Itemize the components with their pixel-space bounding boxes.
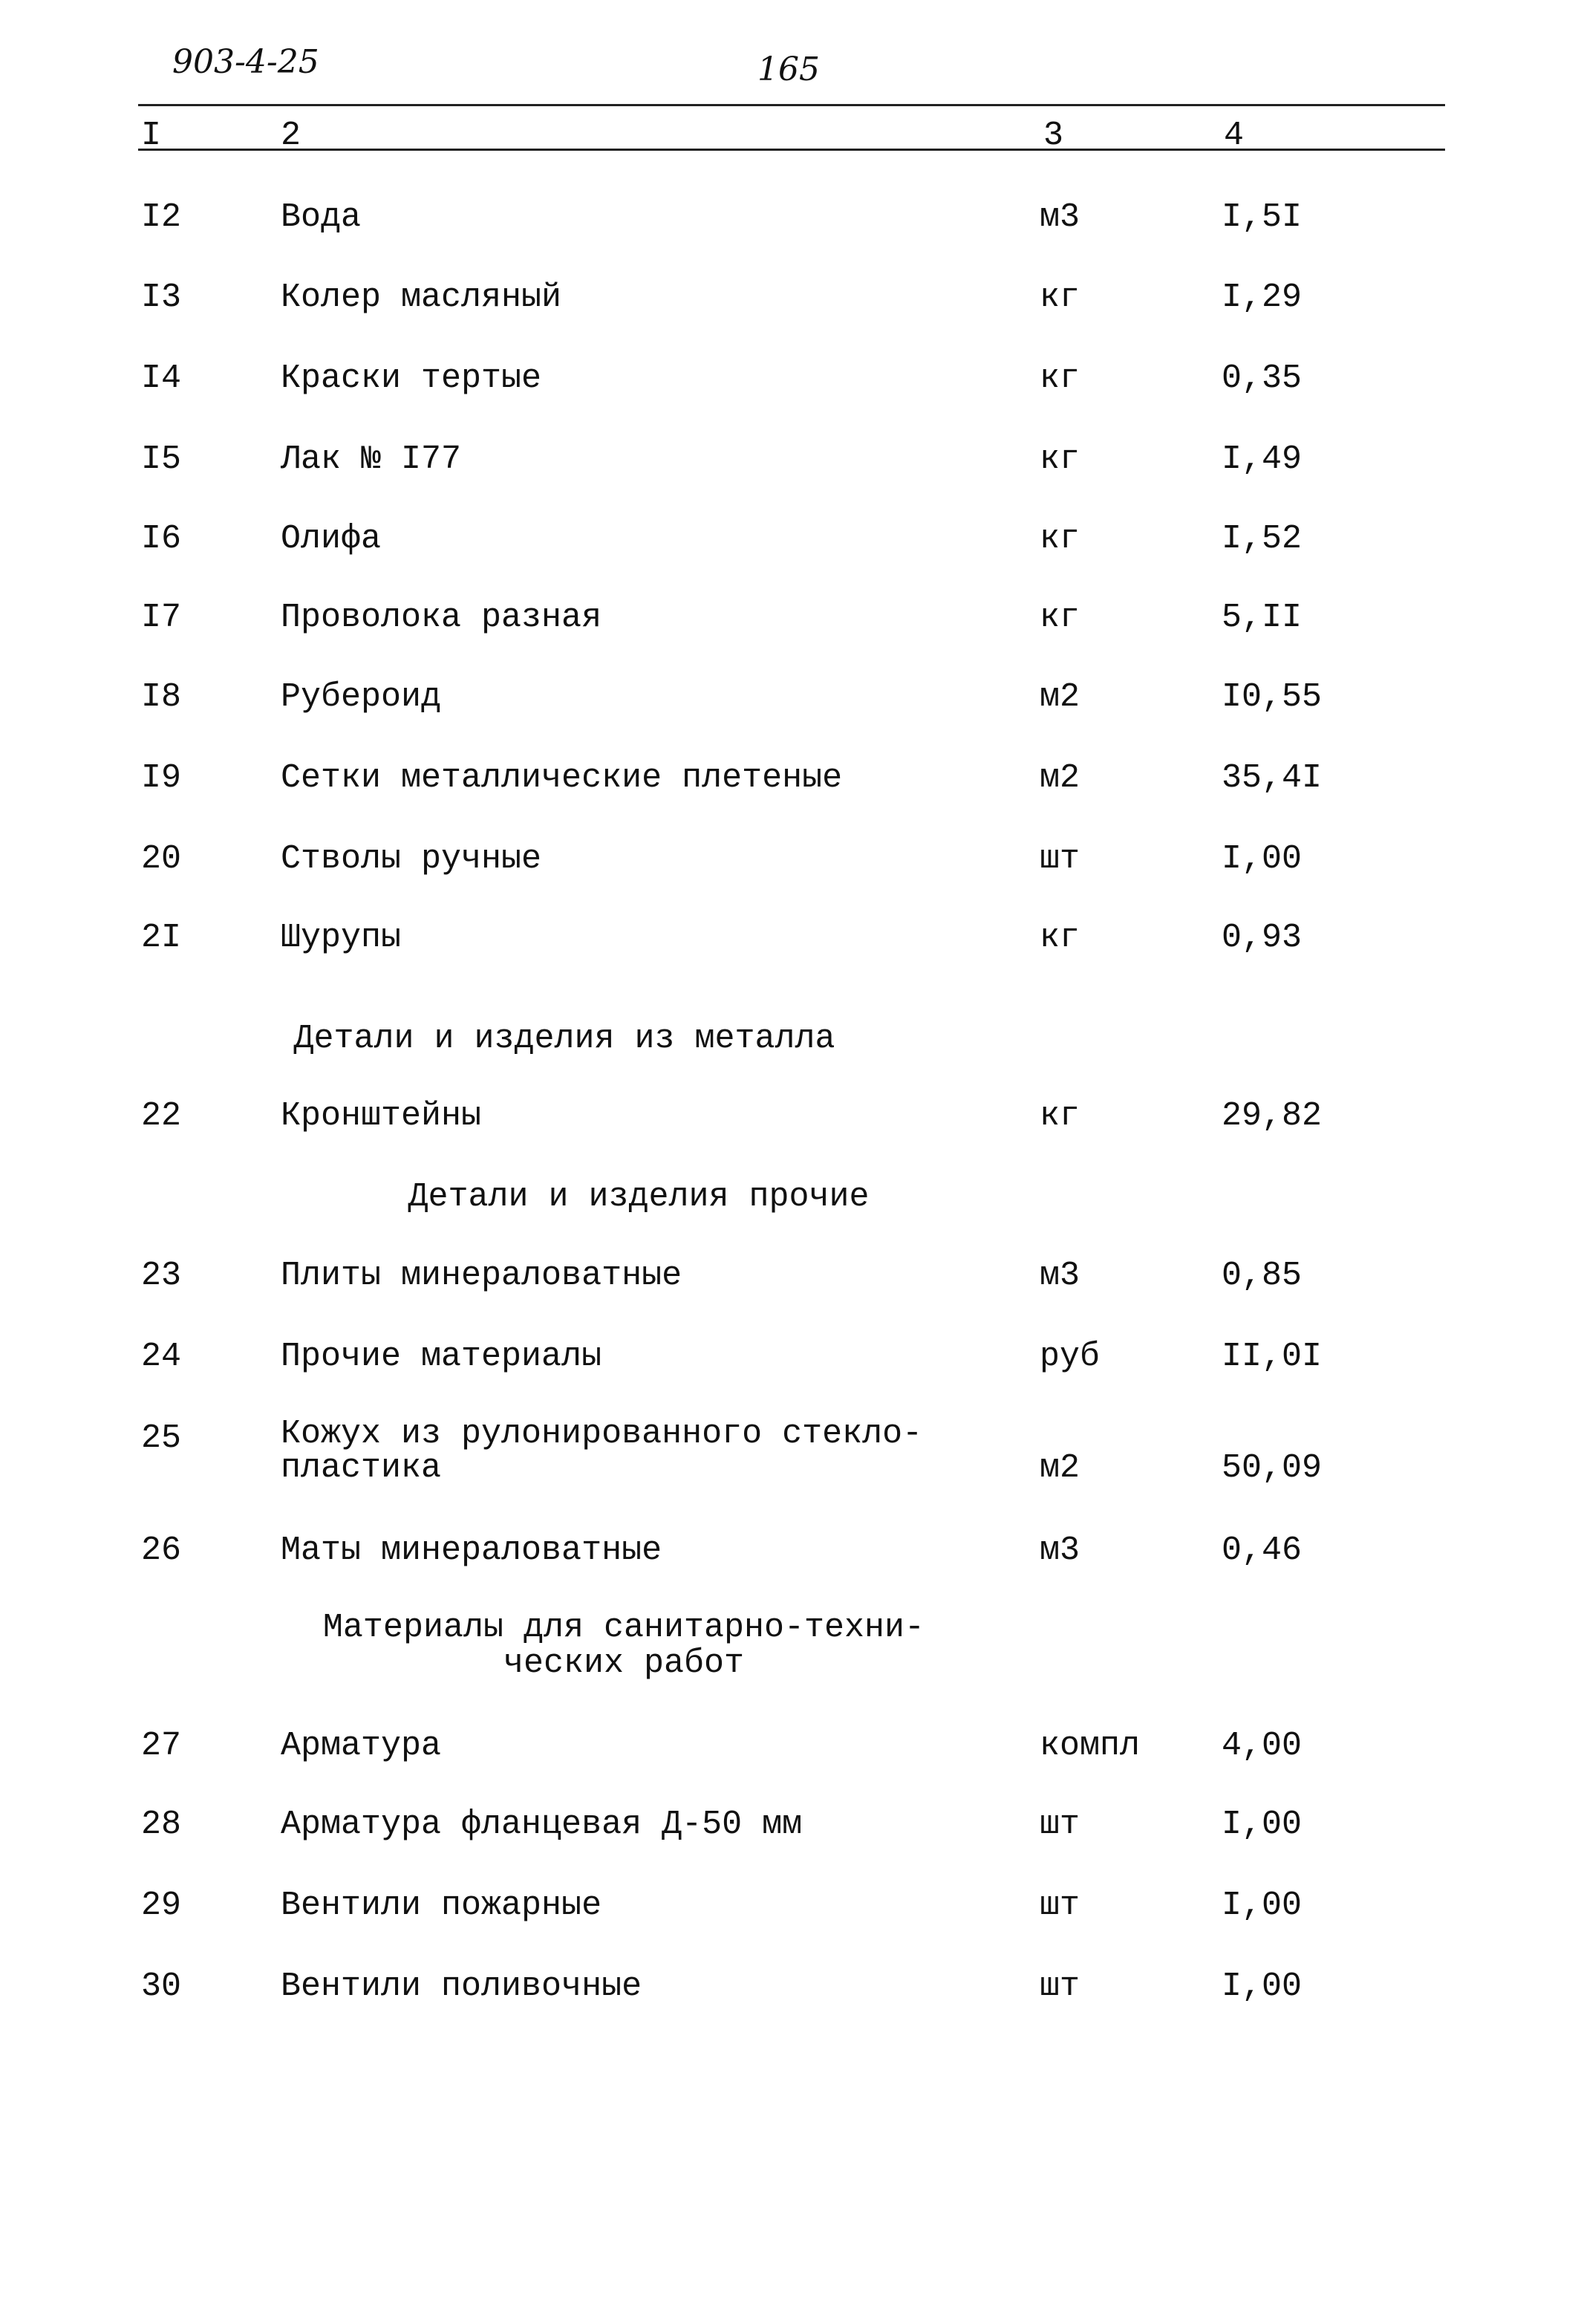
row-number: 30 <box>141 1967 182 2005</box>
quantity: 0,35 <box>1222 359 1302 397</box>
row-number: I8 <box>141 678 182 716</box>
material-name: Вентили пожарные <box>281 1887 602 1924</box>
quantity: 35,4I <box>1222 759 1323 797</box>
material-name: Прочие материалы <box>281 1338 602 1376</box>
row-number: 27 <box>141 1727 182 1765</box>
row-number: 28 <box>141 1806 182 1843</box>
header-bottom-rule <box>138 149 1445 151</box>
quantity: 0,46 <box>1222 1532 1302 1569</box>
unit: м2 <box>1040 759 1080 797</box>
column-header-1: I <box>141 117 162 154</box>
page-number: 165 <box>757 51 820 88</box>
section-heading: Материалы для санитарно-техни- ческих ра… <box>322 1609 925 1682</box>
header-top-rule <box>138 104 1445 106</box>
quantity: I,29 <box>1222 279 1302 316</box>
material-name: Олифа <box>281 520 382 558</box>
material-name: Арматура <box>281 1727 442 1765</box>
row-number: 2I <box>141 919 182 957</box>
quantity: I,5I <box>1222 198 1302 236</box>
unit: м3 <box>1040 198 1080 236</box>
column-header-2: 2 <box>281 117 301 154</box>
row-number: I2 <box>141 198 182 236</box>
unit: м2 <box>1040 1449 1080 1487</box>
unit: кг <box>1040 279 1080 316</box>
material-name: Лак № I77 <box>281 440 462 478</box>
unit: шт <box>1040 840 1080 878</box>
section-heading: Детали и изделия прочие <box>408 1178 870 1216</box>
unit: шт <box>1040 1806 1080 1843</box>
unit: кг <box>1040 359 1080 397</box>
quantity: I0,55 <box>1222 678 1323 716</box>
unit: компл <box>1040 1727 1141 1765</box>
unit: кг <box>1040 599 1080 637</box>
quantity: II,0I <box>1222 1338 1323 1376</box>
material-name: Кронштейны <box>281 1097 482 1135</box>
material-name: Проволока разная <box>281 599 602 637</box>
material-name: Кожух из рулонированного стекло- пластик… <box>281 1415 923 1487</box>
material-name: Рубероид <box>281 678 442 716</box>
unit: м2 <box>1040 678 1080 716</box>
row-number: I4 <box>141 359 182 397</box>
quantity: 0,93 <box>1222 919 1302 957</box>
row-number: I5 <box>141 440 182 478</box>
quantity: 29,82 <box>1222 1097 1323 1135</box>
row-number: 22 <box>141 1097 182 1135</box>
quantity: I,52 <box>1222 520 1302 558</box>
section-heading: Детали и изделия из металла <box>293 1020 835 1058</box>
quantity: 50,09 <box>1222 1449 1323 1487</box>
row-number: 24 <box>141 1338 182 1376</box>
row-number: 25 <box>141 1419 182 1457</box>
column-header-4: 4 <box>1224 117 1245 154</box>
material-name: Сетки металлические плетеные <box>281 759 843 797</box>
quantity: I,00 <box>1222 1806 1302 1843</box>
material-name: Маты минераловатные <box>281 1532 662 1569</box>
quantity: 0,85 <box>1222 1257 1302 1295</box>
unit: кг <box>1040 520 1080 558</box>
material-name: Плиты минераловатные <box>281 1257 682 1295</box>
material-name: Арматура фланцевая Д-50 мм <box>281 1806 803 1843</box>
unit: шт <box>1040 1967 1080 2005</box>
document-code: 903-4-25 <box>172 43 319 81</box>
unit: кг <box>1040 919 1080 957</box>
quantity: 4,00 <box>1222 1727 1302 1765</box>
unit: кг <box>1040 1097 1080 1135</box>
column-header-3: 3 <box>1043 117 1064 154</box>
material-name: Шурупы <box>281 919 402 957</box>
row-number: I3 <box>141 279 182 316</box>
material-name: Колер масляный <box>281 279 562 316</box>
row-number: I6 <box>141 520 182 558</box>
row-number: I7 <box>141 599 182 637</box>
material-name: Вентили поливочные <box>281 1967 642 2005</box>
unit: руб <box>1040 1338 1101 1376</box>
quantity: 5,II <box>1222 599 1302 637</box>
quantity: I,00 <box>1222 1887 1302 1924</box>
row-number: 23 <box>141 1257 182 1295</box>
material-name: Вода <box>281 198 362 236</box>
row-number: 20 <box>141 840 182 878</box>
material-name: Стволы ручные <box>281 840 542 878</box>
quantity: I,49 <box>1222 440 1302 478</box>
unit: кг <box>1040 440 1080 478</box>
unit: м3 <box>1040 1532 1080 1569</box>
material-name: Краски тертые <box>281 359 542 397</box>
unit: м3 <box>1040 1257 1080 1295</box>
row-number: I9 <box>141 759 182 797</box>
quantity: I,00 <box>1222 1967 1302 2005</box>
unit: шт <box>1040 1887 1080 1924</box>
row-number: 26 <box>141 1532 182 1569</box>
quantity: I,00 <box>1222 840 1302 878</box>
row-number: 29 <box>141 1887 182 1924</box>
